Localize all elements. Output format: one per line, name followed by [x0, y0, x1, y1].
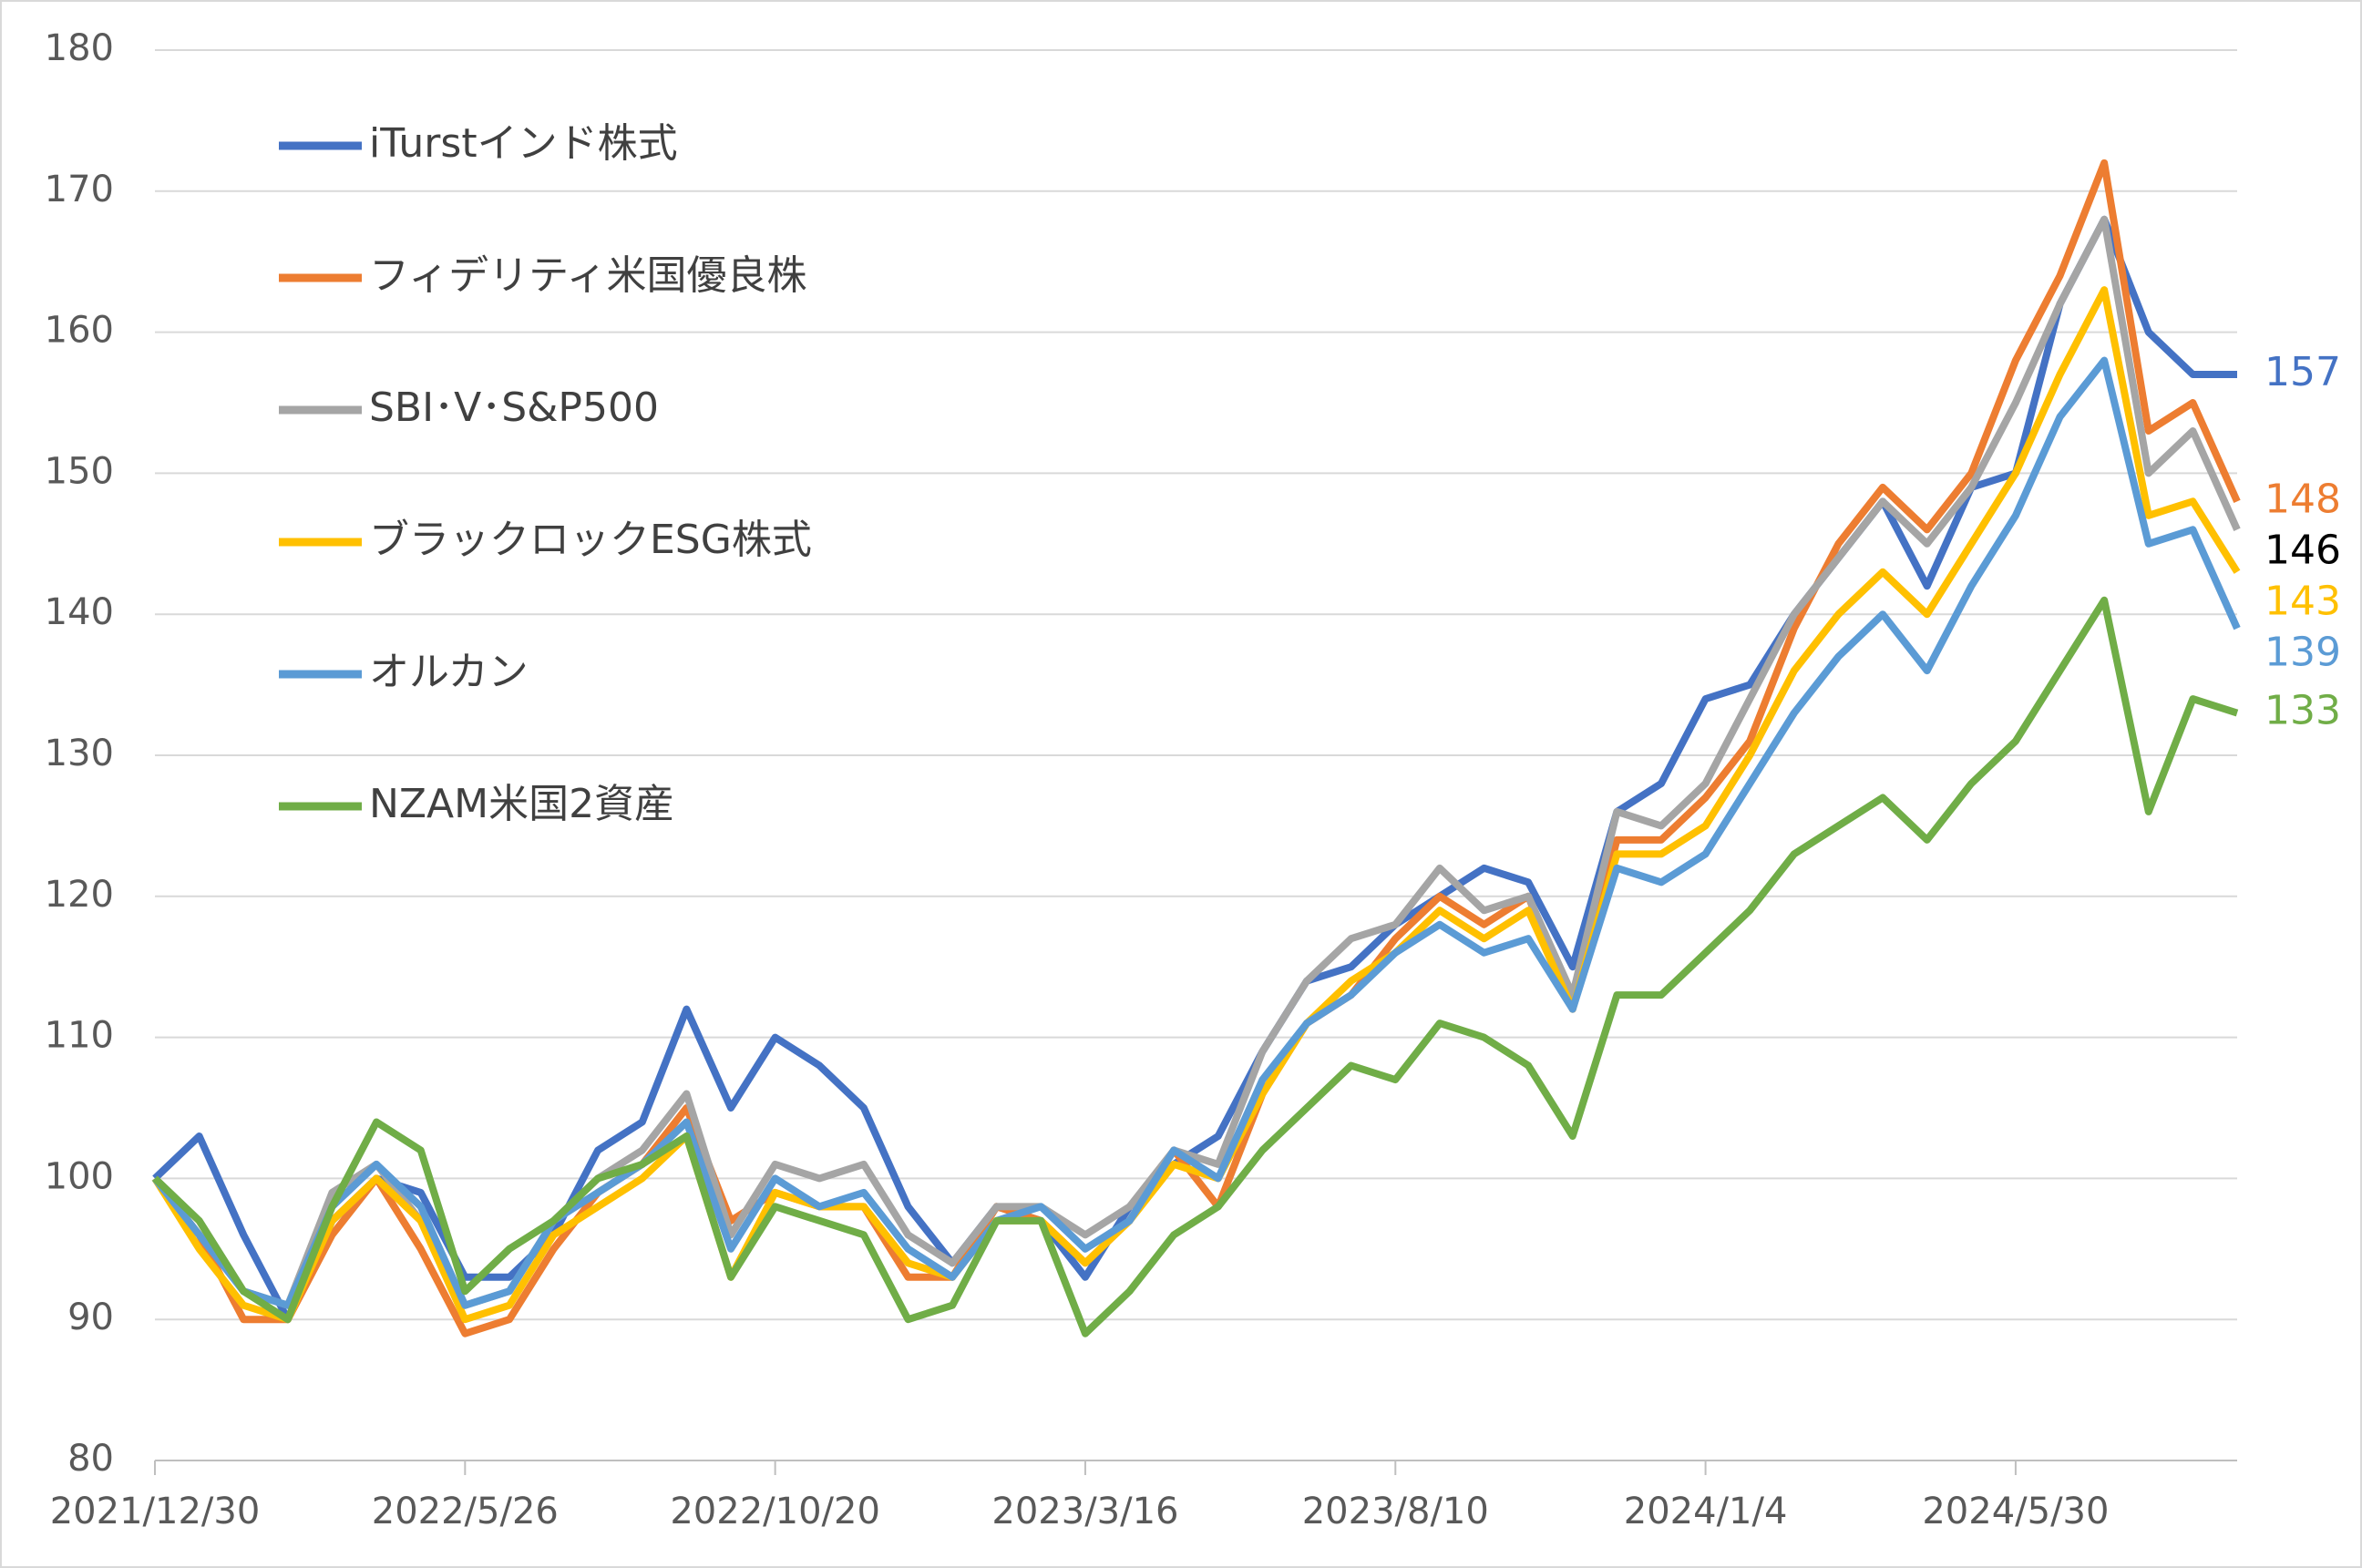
line-series — [151, 159, 2241, 1337]
end-label: 157 — [2264, 349, 2341, 395]
y-tick-label: 90 — [67, 1296, 114, 1338]
legend-label: フィデリティ米国優良株 — [369, 252, 806, 299]
end-label: 148 — [2264, 476, 2341, 522]
line-series — [151, 286, 2241, 1324]
legend-label: ブラックロックESG株式 — [369, 517, 812, 563]
line-series — [152, 215, 2237, 1324]
x-tick-label: 2024/5/30 — [1922, 1491, 2109, 1532]
end-label: 139 — [2264, 629, 2341, 675]
x-tick-label: 2022/10/20 — [670, 1491, 880, 1532]
legend-label: SBI･V･S&P500 — [369, 384, 659, 431]
y-tick-label: 130 — [45, 733, 114, 774]
x-tick-label: 2023/3/16 — [991, 1491, 1178, 1532]
legend-label: iTurstインド株式 — [369, 120, 678, 167]
x-tick-label: 2022/5/26 — [372, 1491, 559, 1532]
y-tick-label: 100 — [45, 1155, 114, 1197]
end-label: 133 — [2264, 688, 2341, 734]
x-tick-label: 2021/12/30 — [50, 1491, 261, 1532]
x-tick-label: 2024/1/4 — [1624, 1491, 1788, 1532]
y-tick-label: 140 — [45, 591, 114, 633]
end-label: 146 — [2264, 527, 2341, 573]
y-tick-label: 120 — [45, 874, 114, 916]
y-tick-label: 110 — [45, 1015, 114, 1057]
y-tick-label: 170 — [45, 169, 114, 210]
y-tick-label: 180 — [45, 27, 114, 69]
y-tick-label: 160 — [45, 310, 114, 352]
y-tick-label: 80 — [67, 1438, 114, 1480]
line-series — [151, 356, 2241, 1309]
x-tick-label: 2023/8/10 — [1302, 1491, 1489, 1532]
y-tick-label: 150 — [45, 450, 114, 492]
line-series — [152, 596, 2239, 1337]
legend-label: NZAM米国2資産 — [369, 781, 674, 827]
legend-label: オルカン — [369, 649, 529, 695]
end-label: 143 — [2264, 578, 2341, 624]
